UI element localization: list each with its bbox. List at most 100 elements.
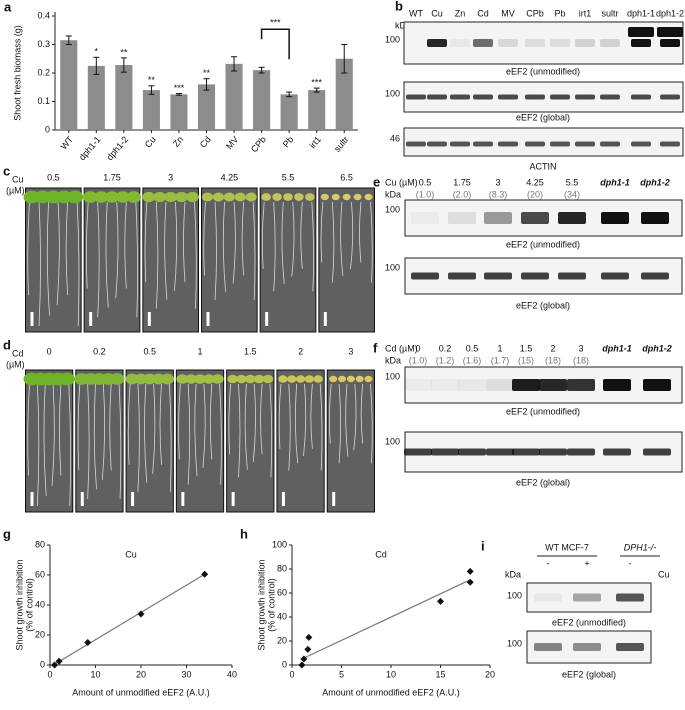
lane-label: dph1-1 — [602, 343, 632, 353]
band — [512, 379, 540, 391]
significance: *** — [174, 83, 185, 93]
band — [448, 272, 476, 280]
band — [458, 379, 486, 391]
root — [194, 201, 197, 309]
shoot — [261, 193, 271, 201]
photo — [25, 187, 82, 333]
root — [278, 383, 282, 449]
root — [331, 201, 335, 283]
root — [288, 383, 291, 471]
y-tick-label: 60 — [35, 569, 45, 579]
y-tick-label: 0 — [282, 659, 287, 669]
shoot — [164, 191, 178, 203]
band — [600, 141, 620, 147]
shoot — [295, 375, 306, 383]
root — [303, 383, 307, 457]
shoot — [304, 375, 315, 383]
band — [411, 212, 439, 224]
blot-label: eEF2 (global) — [562, 669, 616, 679]
band — [539, 448, 567, 456]
x-tick-label: Zn — [171, 134, 185, 148]
x-axis-label: Amount of unmodified eEF2 (A.U.) — [322, 687, 460, 697]
trend-line — [54, 573, 206, 665]
lane-label: 0 — [415, 343, 420, 353]
band — [600, 39, 620, 47]
lane-label: 4.25 — [526, 177, 544, 187]
band — [641, 212, 669, 224]
band — [521, 212, 549, 224]
root — [360, 383, 364, 444]
blot-label: eEF2 (global) — [516, 112, 570, 122]
quant-label: (34) — [564, 189, 580, 199]
bar — [308, 90, 326, 130]
root — [338, 383, 341, 464]
shoot — [244, 374, 256, 384]
band — [525, 94, 545, 100]
concentration-label: 4.25 — [221, 172, 239, 182]
root — [159, 383, 162, 465]
point — [84, 639, 92, 646]
root — [105, 201, 109, 308]
band — [558, 272, 586, 280]
x-tick-label: dph1-2 — [105, 134, 131, 162]
lane-label: 1.5 — [520, 343, 533, 353]
y-axis-label: Shoot growth inhibition — [14, 559, 24, 650]
photo — [326, 369, 376, 513]
marker: 100 — [385, 262, 400, 272]
x-tick-label: Cd — [198, 134, 213, 149]
bar — [197, 84, 216, 130]
root — [168, 383, 172, 492]
panel-letter: d — [3, 337, 11, 352]
shoot — [364, 375, 373, 383]
concentration-label: 6.5 — [340, 172, 353, 182]
band — [575, 94, 595, 100]
shoot — [320, 193, 329, 201]
lane-label: 0.5 — [466, 343, 479, 353]
scale-bar — [181, 492, 185, 506]
panel-letter: i — [481, 538, 485, 553]
significance: *** — [270, 18, 281, 28]
root — [65, 201, 69, 296]
shoot — [227, 374, 238, 384]
band — [484, 212, 512, 224]
scale-bar — [323, 312, 327, 326]
shoot — [283, 193, 293, 201]
blot-label: eEF2 (unmodified) — [506, 406, 580, 416]
chart-title: Cu — [125, 549, 137, 559]
scale-bar — [89, 312, 93, 326]
root — [76, 201, 80, 327]
root — [203, 201, 206, 276]
marker: 100 — [385, 34, 400, 44]
root — [359, 201, 362, 263]
shoot — [342, 193, 351, 201]
band — [660, 94, 680, 100]
band — [450, 141, 470, 147]
significance: ** — [203, 68, 211, 78]
x-tick-label: WT — [58, 134, 75, 152]
panel-letter: b — [395, 0, 403, 13]
bar — [280, 94, 298, 130]
root — [178, 383, 181, 460]
marker: 100 — [507, 590, 522, 600]
quant-label: (1.2) — [436, 355, 455, 365]
point — [55, 657, 63, 665]
band — [616, 593, 644, 602]
lane-label: dph1-2 — [642, 343, 672, 353]
bar — [142, 90, 160, 130]
lane-label: Cd — [477, 8, 489, 18]
root — [291, 201, 295, 277]
photo — [226, 369, 275, 513]
x-tick-label: 40 — [227, 669, 237, 679]
significance: *** — [311, 77, 322, 87]
root — [174, 201, 178, 291]
band — [628, 27, 654, 37]
root — [294, 383, 299, 464]
shoot — [338, 375, 347, 383]
lane-label: 3 — [495, 177, 500, 187]
band — [473, 39, 493, 47]
shoot — [272, 193, 282, 201]
root — [68, 383, 71, 507]
root — [202, 383, 206, 468]
root — [329, 383, 332, 444]
